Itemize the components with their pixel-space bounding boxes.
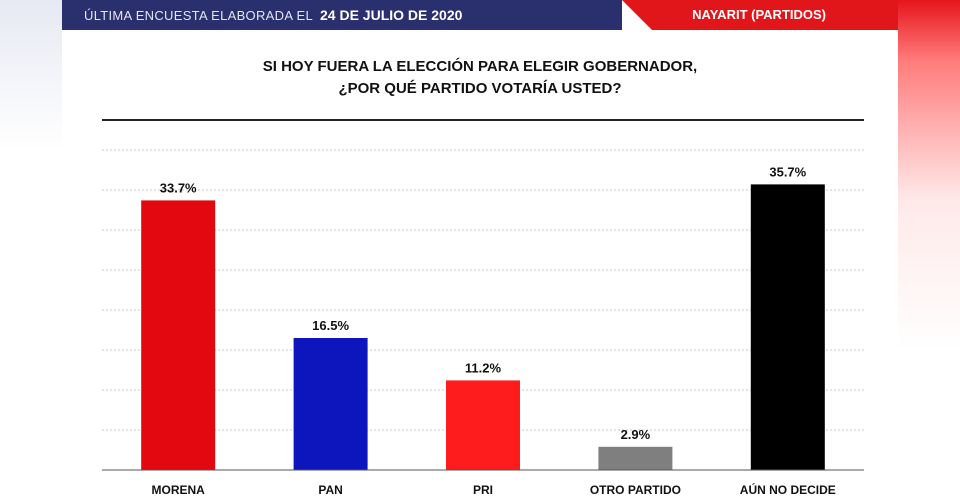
header-blue-band xyxy=(62,0,622,30)
bar-aún-no-decide xyxy=(750,184,825,470)
left-side-strip xyxy=(0,0,62,502)
category-label: PAN xyxy=(318,483,342,497)
bar-value-label: 2.9% xyxy=(621,427,651,442)
bar-pri xyxy=(446,380,520,470)
category-label: PRI xyxy=(473,483,493,497)
chart-title-line-1: SI HOY FUERA LA ELECCIÓN PARA ELEGIR GOB… xyxy=(262,58,698,75)
header-red-band xyxy=(622,0,898,30)
bar-morena xyxy=(141,200,216,470)
survey-date-prefix: ÚLTIMA ENCUESTA ELABORADA EL xyxy=(84,8,313,23)
header-banner: ÚLTIMA ENCUESTA ELABORADA EL 24 DE JULIO… xyxy=(62,0,898,30)
bar-otro-partido xyxy=(598,446,673,470)
title-divider xyxy=(102,119,864,121)
chart-title: SI HOY FUERA LA ELECCIÓN PARA ELEGIR GOB… xyxy=(62,56,898,100)
survey-date: 24 DE JULIO DE 2020 xyxy=(320,7,463,23)
region-label: NAYARIT (PARTIDOS) xyxy=(692,7,826,22)
right-side-strip xyxy=(898,0,960,502)
bar-value-label: 33.7% xyxy=(160,180,197,195)
bar-pan xyxy=(293,338,368,470)
category-label: MORENA xyxy=(152,483,206,497)
category-label: OTRO PARTIDO xyxy=(590,483,681,497)
bar-value-label: 35.7% xyxy=(769,164,806,179)
chart-title-line-2: ¿POR QUÉ PARTIDO VOTARÍA USTED? xyxy=(338,80,622,97)
category-label: AÚN NO DECIDE xyxy=(740,482,836,497)
bar-value-label: 11.2% xyxy=(465,360,502,375)
bar-value-label: 16.5% xyxy=(312,318,349,333)
